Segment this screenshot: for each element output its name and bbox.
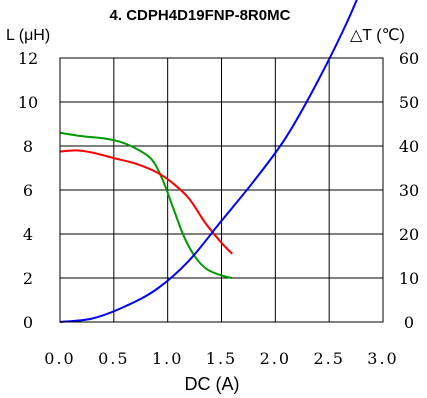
series-group <box>59 0 358 323</box>
y-tick-label-right: 30 <box>399 181 419 200</box>
y-tick-label-right: 20 <box>399 225 419 244</box>
x-tick-label: 0.5 <box>98 349 129 368</box>
grid <box>59 57 384 323</box>
y-tick-label-left: 0 <box>23 313 33 332</box>
y-tick-label-left: 12 <box>18 49 38 68</box>
series-line-blue <box>59 0 358 323</box>
y-tick-label-right: 50 <box>399 93 419 112</box>
y-axis-label-left: L (μH) <box>6 27 50 44</box>
series-line-green <box>59 131 233 279</box>
y-tick-label-right: 10 <box>399 269 419 288</box>
x-axis-label: DC (A) <box>185 374 240 394</box>
y-tick-label-left: 2 <box>23 269 33 288</box>
x-tick-label: 2.0 <box>260 349 291 368</box>
y-tick-label-right: 0 <box>404 313 414 332</box>
y-tick-label-left: 10 <box>18 93 38 112</box>
chart-title: 4. CDPH4D19FNP-8R0MC <box>110 7 291 24</box>
y-tick-label-right: 40 <box>399 137 419 156</box>
tick-labels: 0.0 0.5 1.0 1.5 2.0 2.5 3.0 0 0 2 10 4 20 6 30 8 40 10 50 1… <box>18 49 419 368</box>
y-tick-label-left: 4 <box>23 225 33 244</box>
x-tick-label: 2.5 <box>313 349 344 368</box>
y-tick-label-left: 8 <box>23 137 33 156</box>
y-tick-label-left: 6 <box>23 181 33 200</box>
plot-frame <box>59 57 384 323</box>
x-tick-label: 3.0 <box>367 349 398 368</box>
x-tick-label: 1.0 <box>152 349 183 368</box>
y-tick-label-right: 60 <box>399 49 419 68</box>
series-line-red <box>59 149 233 255</box>
x-tick-label: 0.0 <box>44 349 75 368</box>
y-axis-label-right: △T (℃) <box>350 27 405 44</box>
x-tick-label: 1.5 <box>206 349 237 368</box>
